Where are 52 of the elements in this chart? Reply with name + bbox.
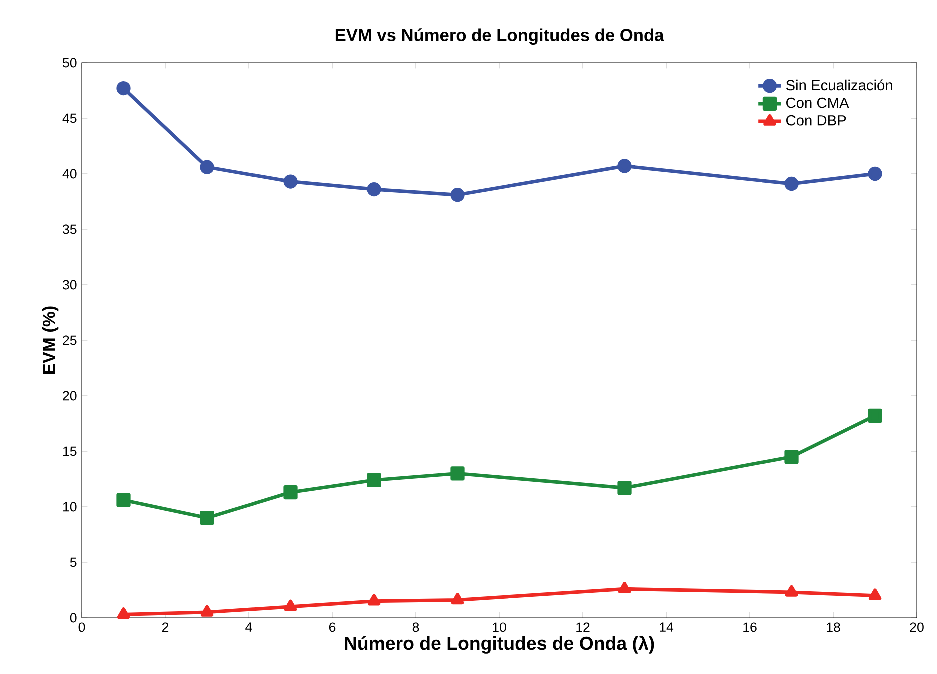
point <box>200 160 214 174</box>
x-tick-label: 12 <box>576 622 590 632</box>
point <box>200 511 214 526</box>
x-tick-label: 10 <box>493 622 506 632</box>
x-tick-label: 4 <box>246 622 252 632</box>
y-tick-label: 50 <box>63 58 77 68</box>
y-tick-label: 0 <box>70 613 77 623</box>
point <box>618 159 632 174</box>
point <box>284 600 298 612</box>
point <box>117 608 130 620</box>
x-tick-label: 20 <box>910 622 924 632</box>
point <box>784 450 799 464</box>
point <box>284 174 298 189</box>
y-tick-label: 25 <box>63 336 77 346</box>
point <box>618 481 632 496</box>
point <box>367 182 382 197</box>
point <box>200 605 214 617</box>
x-tick-label: 2 <box>162 622 169 632</box>
point <box>450 188 465 202</box>
point <box>116 81 131 96</box>
point <box>116 493 131 508</box>
y-tick-label: 15 <box>63 446 77 456</box>
x-tick-label: 8 <box>412 622 420 632</box>
chart-title: EVM vs Número de Longitudes de Onda <box>336 28 664 45</box>
y-tick-label: 20 <box>63 391 77 401</box>
legend-label: Con DBP <box>786 115 846 126</box>
legend-label: Sin Ecualización <box>786 80 892 91</box>
point <box>367 473 382 488</box>
x-tick-label: 14 <box>660 622 674 632</box>
x-tick-label: 18 <box>827 622 840 632</box>
x-tick-label: 6 <box>329 622 336 632</box>
point <box>868 408 882 424</box>
y-tick-label: 40 <box>62 169 77 179</box>
legend-label: Con CMA <box>786 98 850 108</box>
point <box>618 582 632 594</box>
point <box>368 594 381 606</box>
y-axis-title: EVM (%) <box>42 306 59 374</box>
y-tick-label: 5 <box>70 558 77 568</box>
x-tick-label: 16 <box>744 622 757 632</box>
x-axis-title: Número de Longitudes de Onda (λ) <box>345 636 654 654</box>
x-tick-label: 0 <box>78 622 86 632</box>
point <box>785 585 798 597</box>
point <box>450 466 465 481</box>
point <box>284 486 298 500</box>
y-tick-label: 35 <box>62 224 77 234</box>
point <box>784 176 799 192</box>
point <box>868 588 882 600</box>
y-tick-label: 45 <box>62 114 77 124</box>
point <box>868 166 882 182</box>
y-tick-label: 10 <box>63 502 77 512</box>
y-tick-label: 30 <box>62 280 77 290</box>
point <box>451 593 464 605</box>
